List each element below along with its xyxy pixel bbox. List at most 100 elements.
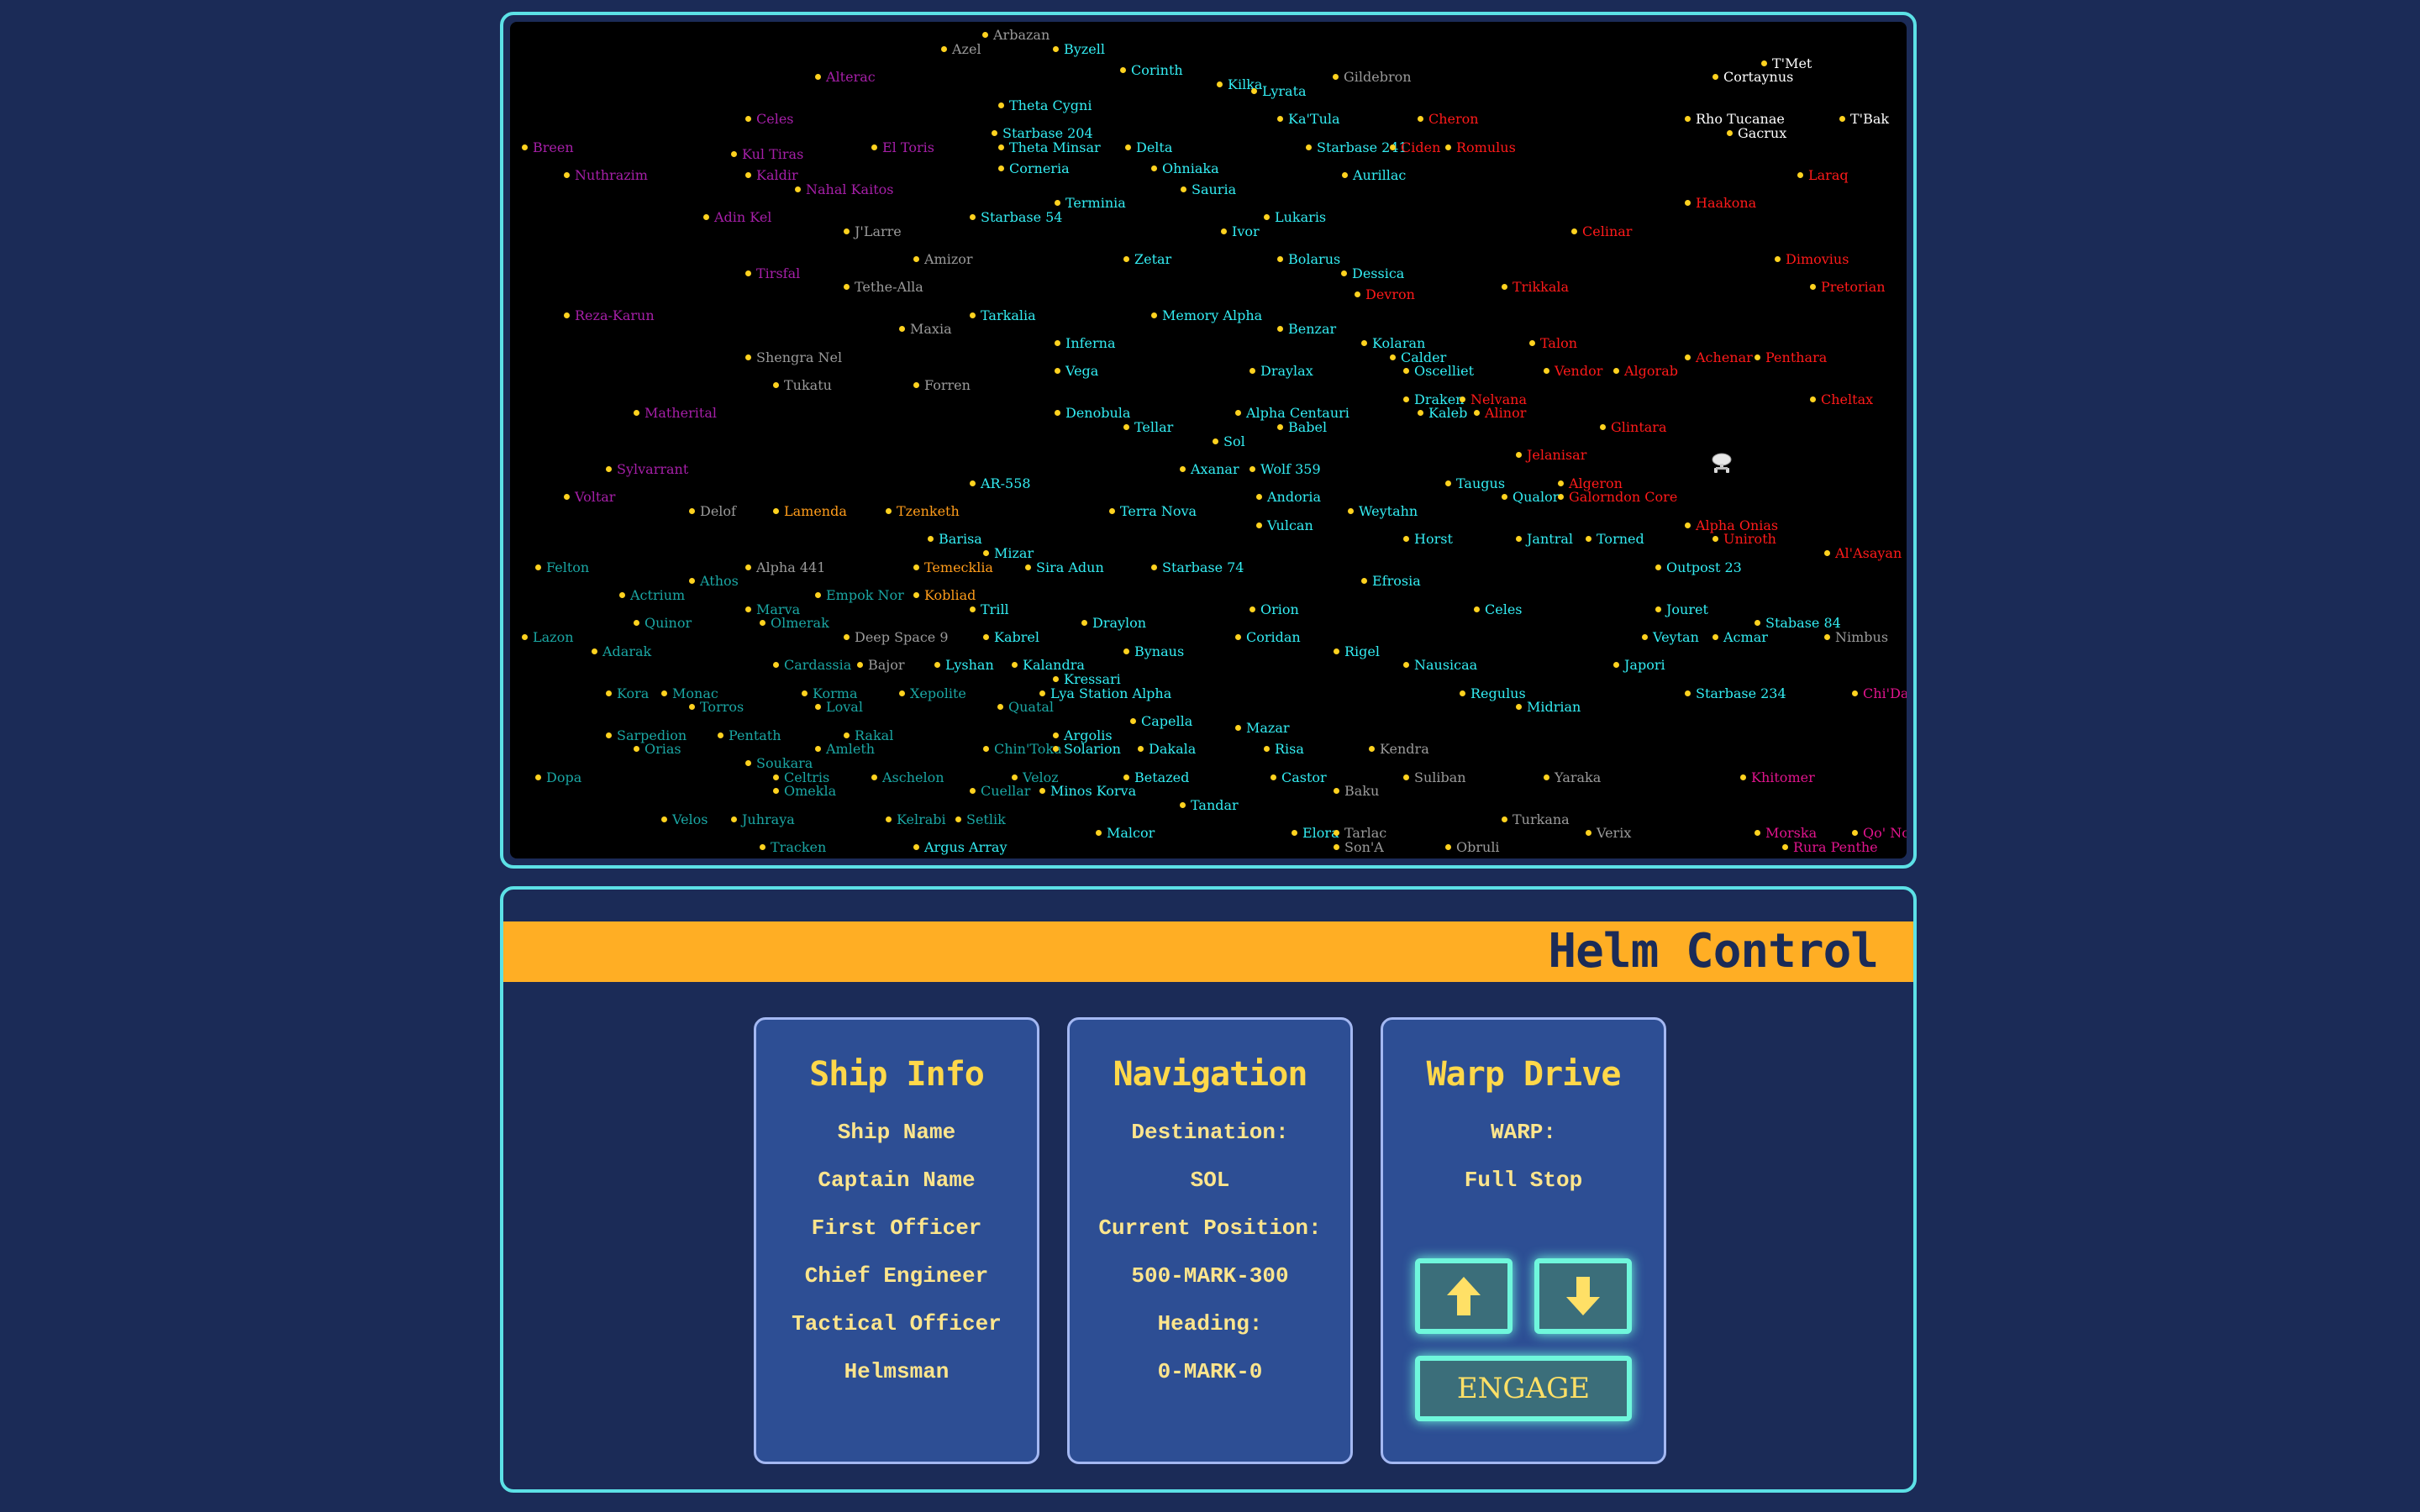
star-system-al-asayan[interactable]: Al'Asayan — [1824, 546, 1902, 561]
star-system-qo-nos[interactable]: Qo' Nos — [1852, 826, 1907, 841]
star-system-weytahn[interactable]: Weytahn — [1348, 504, 1418, 519]
star-system-voltar[interactable]: Voltar — [564, 490, 615, 505]
star-system-denobula[interactable]: Denobula — [1055, 406, 1130, 421]
star-system-lya-station-alpha[interactable]: Lya Station Alpha — [1039, 686, 1171, 701]
star-system-pentath[interactable]: Pentath — [718, 728, 781, 743]
warp-up-button[interactable] — [1415, 1258, 1512, 1334]
star-system-cheron[interactable]: Cheron — [1418, 112, 1479, 127]
starship-icon[interactable] — [1711, 452, 1733, 474]
star-system-lyshan[interactable]: Lyshan — [934, 658, 994, 673]
star-system-achenar[interactable]: Achenar — [1685, 350, 1753, 365]
star-system-rho-tucanae[interactable]: Rho Tucanae — [1685, 112, 1785, 127]
star-system-kaldir[interactable]: Kaldir — [745, 168, 798, 183]
star-system-t-met[interactable]: T'Met — [1761, 56, 1812, 71]
star-system-felton[interactable]: Felton — [535, 560, 589, 575]
star-system-lazon[interactable]: Lazon — [522, 630, 574, 645]
star-system-alpha-onias[interactable]: Alpha Onias — [1685, 518, 1778, 533]
star-system-orion[interactable]: Orion — [1249, 602, 1299, 617]
star-system-theta-cygni[interactable]: Theta Cygni — [998, 98, 1092, 113]
star-system-alinor[interactable]: Alinor — [1474, 406, 1526, 421]
star-system-torros[interactable]: Torros — [689, 700, 744, 715]
star-system-ka-tula[interactable]: Ka'Tula — [1277, 112, 1340, 127]
star-system-matherital[interactable]: Matherital — [634, 406, 717, 421]
star-system-olmerak[interactable]: Olmerak — [760, 616, 829, 631]
star-system-alpha-centauri[interactable]: Alpha Centauri — [1235, 406, 1349, 421]
star-system-celes[interactable]: Celes — [745, 112, 794, 127]
star-system-tracken[interactable]: Tracken — [760, 840, 826, 855]
star-system-zetar[interactable]: Zetar — [1123, 252, 1171, 267]
star-system-byzell[interactable]: Byzell — [1053, 42, 1105, 57]
star-system-torned[interactable]: Torned — [1586, 532, 1644, 547]
star-system-khitomer[interactable]: Khitomer — [1740, 770, 1815, 785]
star-system-outpost-23[interactable]: Outpost 23 — [1655, 560, 1742, 575]
star-system-cuellar[interactable]: Cuellar — [970, 784, 1030, 799]
star-system-draylon[interactable]: Draylon — [1081, 616, 1146, 631]
star-system-kolaran[interactable]: Kolaran — [1361, 336, 1425, 351]
star-map[interactable]: Arbazan Azel Byzell Corinth Kilka Lyrata Gilde… — [510, 22, 1907, 858]
star-system-sauria[interactable]: Sauria — [1181, 182, 1236, 197]
star-system-xepolite[interactable]: Xepolite — [899, 686, 966, 701]
star-system-delof[interactable]: Delof — [689, 504, 736, 519]
star-system-shengra-nel[interactable]: Shengra Nel — [745, 350, 842, 365]
star-system-lyrata[interactable]: Lyrata — [1251, 84, 1307, 99]
engage-button[interactable]: ENGAGE — [1415, 1356, 1632, 1421]
warp-down-button[interactable] — [1534, 1258, 1632, 1334]
star-system-breen[interactable]: Breen — [522, 140, 574, 155]
star-system-vulcan[interactable]: Vulcan — [1256, 518, 1313, 533]
star-system-soukara[interactable]: Soukara — [745, 756, 813, 771]
star-system-yaraka[interactable]: Yaraka — [1544, 770, 1601, 785]
star-system-qualor[interactable]: Qualor — [1502, 490, 1559, 505]
star-system-monac[interactable]: Monac — [661, 686, 718, 701]
star-system-algorab[interactable]: Algorab — [1613, 364, 1678, 379]
star-system-tarkalia[interactable]: Tarkalia — [970, 308, 1036, 323]
star-system-verix[interactable]: Verix — [1586, 826, 1631, 841]
star-system-alterac[interactable]: Alterac — [815, 70, 876, 85]
star-system-talon[interactable]: Talon — [1529, 336, 1577, 351]
star-system-alpha-441[interactable]: Alpha 441 — [745, 560, 825, 575]
star-system-nahal-kaitos[interactable]: Nahal Kaitos — [795, 182, 893, 197]
star-system-calder[interactable]: Calder — [1390, 350, 1446, 365]
star-system-korma[interactable]: Korma — [802, 686, 858, 701]
star-system-deep-space-9[interactable]: Deep Space 9 — [844, 630, 949, 645]
star-system-glintara[interactable]: Glintara — [1600, 420, 1666, 435]
star-system-draylax[interactable]: Draylax — [1249, 364, 1313, 379]
star-system-elora[interactable]: Elora — [1292, 826, 1339, 841]
star-system-bajor[interactable]: Bajor — [857, 658, 905, 673]
star-system-malcor[interactable]: Malcor — [1096, 826, 1155, 841]
star-system-el-toris[interactable]: El Toris — [871, 140, 934, 155]
star-system-argolis[interactable]: Argolis — [1053, 728, 1113, 743]
star-system-maxia[interactable]: Maxia — [899, 322, 952, 337]
star-system-oscelliet[interactable]: Oscelliet — [1403, 364, 1474, 379]
star-system-kendra[interactable]: Kendra — [1369, 742, 1429, 757]
star-system-mazar[interactable]: Mazar — [1235, 721, 1290, 736]
star-system-midrian[interactable]: Midrian — [1516, 700, 1581, 715]
star-system-orias[interactable]: Orias — [634, 742, 681, 757]
star-system-sylvarrant[interactable]: Sylvarrant — [606, 462, 688, 477]
star-system-memory-alpha[interactable]: Memory Alpha — [1151, 308, 1262, 323]
star-system-starbase-234[interactable]: Starbase 234 — [1685, 686, 1786, 701]
star-system-bolarus[interactable]: Bolarus — [1277, 252, 1340, 267]
star-system-temecklia[interactable]: Temecklia — [913, 560, 993, 575]
star-system-jelanisar[interactable]: Jelanisar — [1516, 448, 1586, 463]
star-system-lamenda[interactable]: Lamenda — [773, 504, 847, 519]
star-system-acmar[interactable]: Acmar — [1712, 630, 1768, 645]
star-system-jouret[interactable]: Jouret — [1655, 602, 1708, 617]
star-system-ivor[interactable]: Ivor — [1221, 224, 1260, 239]
star-system-arbazan[interactable]: Arbazan — [982, 28, 1050, 43]
star-system-t-bak[interactable]: T'Bak — [1839, 112, 1889, 127]
star-system-japori[interactable]: Japori — [1613, 658, 1665, 673]
star-system-kelrabi[interactable]: Kelrabi — [886, 812, 946, 827]
star-system-quatal[interactable]: Quatal — [997, 700, 1054, 715]
star-system-nuthrazim[interactable]: Nuthrazim — [564, 168, 648, 183]
star-system-tukatu[interactable]: Tukatu — [773, 378, 832, 393]
star-system-inferna[interactable]: Inferna — [1055, 336, 1116, 351]
star-system-tzenketh[interactable]: Tzenketh — [886, 504, 960, 519]
star-system-aurillac[interactable]: Aurillac — [1342, 168, 1406, 183]
star-system-celinar[interactable]: Celinar — [1571, 224, 1632, 239]
star-system-axanar[interactable]: Axanar — [1180, 462, 1239, 477]
star-system-starbase-241[interactable]: Starbase 241 — [1306, 140, 1407, 155]
star-system-cortaynus[interactable]: Cortaynus — [1712, 70, 1793, 85]
star-system-regulus[interactable]: Regulus — [1460, 686, 1526, 701]
star-system-minos-korva[interactable]: Minos Korva — [1039, 784, 1136, 799]
star-system-terra-nova[interactable]: Terra Nova — [1109, 504, 1197, 519]
